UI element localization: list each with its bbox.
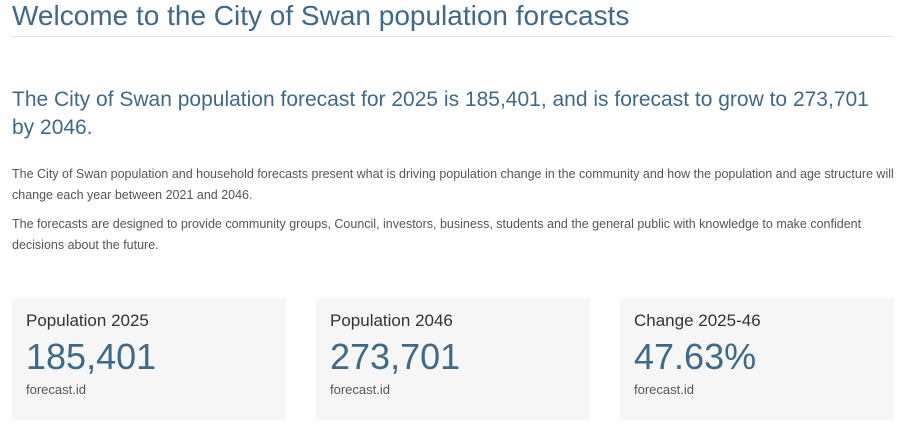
stat-card-population-2046: Population 2046 273,701 forecast.id <box>316 298 590 420</box>
forecast-headline: The City of Swan population forecast for… <box>12 88 869 139</box>
stat-card-source: forecast.id <box>26 382 86 397</box>
stat-card-label: Change 2025-46 <box>634 311 761 330</box>
intro-paragraph: The City of Swan population and househol… <box>12 167 894 202</box>
stat-card-value: 185,401 <box>26 336 157 377</box>
stat-card-value: 273,701 <box>330 336 461 377</box>
intro-paragraph: The forecasts are designed to provide co… <box>12 217 862 252</box>
stat-card-source: forecast.id <box>634 382 694 397</box>
title-divider <box>12 36 894 37</box>
stat-card-value: 47.63% <box>634 336 757 377</box>
stat-card-source: forecast.id <box>330 382 390 397</box>
stat-card-label: Population 2046 <box>330 311 453 330</box>
stat-card-label: Population 2025 <box>26 311 149 330</box>
page-title: Welcome to the City of Swan population f… <box>12 0 630 31</box>
stat-card-population-2025: Population 2025 185,401 forecast.id <box>12 298 286 420</box>
stat-card-change: Change 2025-46 47.63% forecast.id <box>620 298 894 420</box>
